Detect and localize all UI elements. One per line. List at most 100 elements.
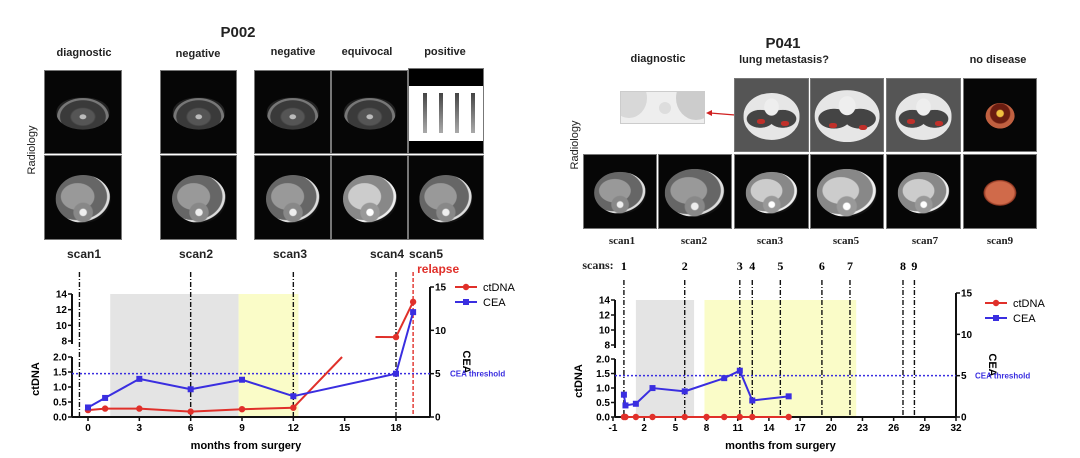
y2-tick-label: 5 <box>961 371 967 382</box>
cea-line-segment <box>752 395 789 402</box>
x-tick-label: 2 <box>641 423 647 434</box>
ctdna-line-segment <box>395 301 415 338</box>
ctdna-point <box>703 413 710 421</box>
ct-abdomen-image <box>886 154 961 229</box>
cea-point <box>649 385 656 392</box>
pet-chest-image <box>963 78 1037 152</box>
x-tick-label: 3 <box>137 423 143 434</box>
ct-abdomen-image <box>254 155 331 240</box>
cea-line-segment <box>104 377 140 399</box>
scan-number: 8 <box>900 259 906 273</box>
y2-axis-title: CEA <box>986 353 998 376</box>
pet-abdomen-image <box>963 154 1037 229</box>
x-tick-label: 17 <box>795 423 807 434</box>
y2-tick-label: 0 <box>961 413 967 424</box>
ctdna-point <box>136 405 143 412</box>
y-tick-label: 1.0 <box>596 384 610 395</box>
ct-abdomen-image <box>44 155 122 240</box>
ct-abdomen-image <box>160 155 237 240</box>
y2-tick-label: 10 <box>435 326 447 337</box>
x-tick-label: 20 <box>826 423 838 434</box>
cea-point <box>785 393 792 400</box>
y-axis-title: ctDNA <box>30 362 42 396</box>
ct-abdomen-image <box>810 154 884 229</box>
legend-marker <box>992 299 1000 307</box>
y-tick-label: 1.5 <box>596 369 610 380</box>
x-tick-label: 15 <box>339 423 351 434</box>
y-tick-label: 12 <box>599 311 611 322</box>
cea-point <box>85 404 91 411</box>
cea-point <box>290 393 297 400</box>
cea-point <box>681 388 688 395</box>
ct-lung-image <box>734 78 809 152</box>
cea-threshold-label: CEA threshold <box>975 372 1030 381</box>
cea-point <box>187 386 194 393</box>
ctdna-point <box>681 413 688 421</box>
status-label: positive <box>424 46 466 58</box>
legend-label: ctDNA <box>1013 298 1045 310</box>
cea-point <box>239 376 245 383</box>
ctdna-point <box>785 413 792 421</box>
y-tick-label: 8 <box>61 337 67 348</box>
scan-number: 9 <box>911 259 917 273</box>
scan-number: 4 <box>749 259 755 273</box>
ctdna-point <box>187 408 194 415</box>
shaded-region <box>238 294 299 417</box>
y-tick-label: 0.0 <box>53 413 67 424</box>
legend-label: CEA <box>1013 313 1036 325</box>
x-tick-label: 11 <box>732 423 743 434</box>
y-tick-label: 2.0 <box>53 353 67 364</box>
cea-point <box>632 400 639 407</box>
scan-number: 3 <box>737 259 743 273</box>
y-axis-title: ctDNA <box>573 364 585 398</box>
ctdna-point <box>622 413 629 421</box>
scan-number: 1 <box>621 259 627 273</box>
scans-prefix-label: scans: <box>582 258 614 272</box>
ctdna-point <box>392 333 400 341</box>
scan-label: scan2 <box>680 235 708 247</box>
y-tick-label: 1.5 <box>53 368 67 379</box>
x-axis-title: months from surgery <box>191 440 303 452</box>
status-label: negative <box>175 48 221 60</box>
cea-threshold-label: CEA threshold <box>450 370 505 379</box>
relapse-label: relapse <box>417 262 459 276</box>
y-tick-label: 0.5 <box>596 398 610 409</box>
x-axis-title: months from surgery <box>725 440 837 452</box>
ct-abdomen-image <box>734 154 809 229</box>
x-tick-label: 5 <box>673 423 679 434</box>
cea-point <box>620 391 627 398</box>
bone-scan-image <box>408 68 484 154</box>
status-label: negative <box>270 46 316 58</box>
ct-abdomen-image <box>658 154 732 229</box>
cea-line-segment <box>652 387 685 393</box>
y-tick-label: 14 <box>56 290 68 301</box>
y2-tick-label: 10 <box>961 330 973 341</box>
cea-point <box>721 375 728 382</box>
scan-label: scan5 <box>408 247 444 261</box>
panel-title-p002: P002 <box>220 24 256 41</box>
scan-label: scan7 <box>911 235 939 247</box>
ctdna-line-segment <box>292 356 343 409</box>
y-tick-label: 12 <box>56 305 68 316</box>
cea-line-segment <box>241 378 294 398</box>
cea-point <box>410 309 417 316</box>
legend-marker <box>993 315 999 321</box>
arrow-icon <box>706 110 736 116</box>
y2-tick-label: 5 <box>435 369 441 380</box>
y-tick-label: 0.5 <box>53 398 67 409</box>
cea-point <box>749 397 756 404</box>
x-tick-label: 32 <box>950 423 962 434</box>
y-tick-label: 1.0 <box>53 383 67 394</box>
cea-line-segment <box>293 372 397 398</box>
y2-tick-label: 15 <box>435 283 447 294</box>
legend-marker <box>462 283 470 291</box>
ct-abdomen-image <box>408 155 484 240</box>
ct-pelvis-image <box>160 70 237 154</box>
cea-line-segment <box>190 378 243 391</box>
scan-number: 5 <box>777 259 783 273</box>
x-tick-label: 8 <box>704 423 710 434</box>
ct-lung-image <box>810 78 884 152</box>
ctdna-point <box>238 406 246 413</box>
lung-detail-image <box>620 91 705 124</box>
